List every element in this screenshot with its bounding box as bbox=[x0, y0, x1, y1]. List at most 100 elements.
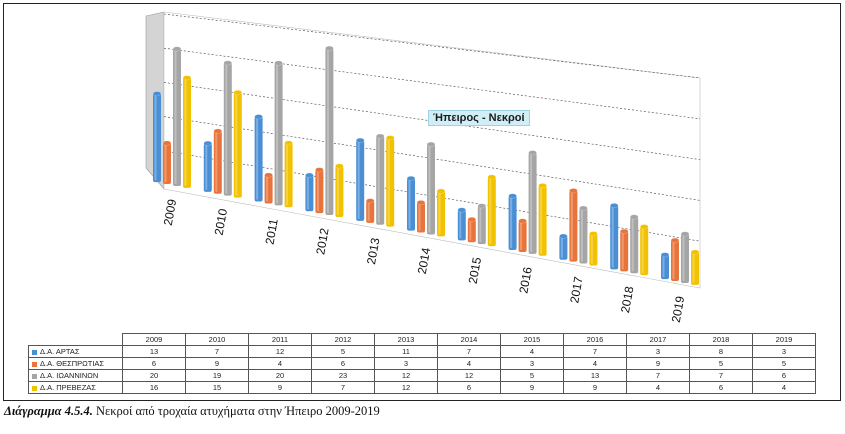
x-tick-label: 2015 bbox=[466, 256, 484, 285]
table-row: Δ.Α. ΘΕΣΠΡΩΤΙΑΣ 6 9 4 6 3 4 3 4 9 5 5 bbox=[28, 357, 816, 370]
bar-highlight bbox=[590, 235, 593, 264]
table-year-header: 2014 bbox=[437, 333, 501, 346]
bar-body bbox=[315, 169, 324, 214]
bar-cap bbox=[254, 114, 263, 120]
bar bbox=[355, 137, 365, 221]
table-year-header: 2015 bbox=[500, 333, 564, 346]
x-tick-label: 2017 bbox=[567, 275, 585, 304]
bar-cap bbox=[508, 193, 517, 199]
bar bbox=[680, 231, 690, 283]
x-tick-label: 2009 bbox=[161, 198, 179, 227]
bar-cap bbox=[203, 140, 213, 146]
bar-body bbox=[559, 236, 568, 260]
table-cell: 9 bbox=[185, 357, 249, 370]
bar bbox=[233, 89, 243, 198]
bar-highlight bbox=[611, 207, 614, 268]
chart-bars bbox=[152, 45, 700, 285]
bar-highlight bbox=[520, 222, 523, 250]
bar-highlight bbox=[266, 177, 269, 202]
x-tick-label: 2012 bbox=[313, 227, 331, 256]
chart-gridline bbox=[163, 116, 701, 201]
bar-body bbox=[173, 48, 181, 186]
table-header-row: 2009 2010 2011 2012 2013 2014 2015 2016 2017 2018… bbox=[29, 333, 816, 346]
bar-cap bbox=[385, 135, 395, 141]
bar-body bbox=[681, 233, 689, 283]
bar bbox=[518, 218, 527, 252]
bar bbox=[487, 174, 497, 247]
bar-highlight bbox=[540, 187, 543, 254]
x-tick-label: 2016 bbox=[516, 266, 534, 295]
bar-cap bbox=[660, 252, 670, 258]
bar-body bbox=[487, 177, 496, 247]
bar bbox=[264, 172, 273, 204]
bar bbox=[152, 91, 162, 183]
table-cell: 5 bbox=[689, 357, 753, 370]
bar-body bbox=[671, 240, 679, 282]
table-cell: 16 bbox=[122, 381, 186, 394]
bar-highlight bbox=[326, 50, 329, 214]
bar-highlight bbox=[357, 142, 360, 219]
bar-highlight bbox=[387, 139, 390, 225]
table-cell: 13 bbox=[122, 345, 186, 358]
table-row-label: Δ.Α. ΠΡΕΒΕΖΑΣ bbox=[28, 381, 123, 394]
bar-highlight bbox=[235, 94, 238, 196]
bar-cap bbox=[305, 172, 314, 178]
bar-body bbox=[661, 254, 669, 280]
bar-highlight bbox=[469, 221, 472, 241]
bar-highlight bbox=[205, 145, 208, 190]
bar-highlight bbox=[225, 64, 228, 194]
x-tick-label: 2010 bbox=[212, 207, 230, 236]
bar bbox=[508, 193, 517, 251]
bar-body bbox=[417, 202, 425, 233]
bar-highlight bbox=[621, 233, 624, 270]
bar-cap bbox=[569, 188, 578, 194]
bar-highlight bbox=[286, 144, 289, 206]
table-cell: 4 bbox=[752, 381, 816, 394]
bar bbox=[375, 133, 385, 225]
bar-highlight bbox=[154, 95, 157, 181]
table-cell: 3 bbox=[752, 345, 816, 358]
bar-highlight bbox=[256, 118, 259, 200]
bar-cap bbox=[375, 133, 385, 139]
legend-key-icon bbox=[32, 361, 37, 367]
bar-body bbox=[264, 175, 273, 204]
table-cell: 12 bbox=[374, 381, 438, 394]
legend-key-icon bbox=[32, 349, 37, 355]
bar-highlight bbox=[662, 256, 665, 278]
table-year-header: 2009 bbox=[122, 333, 186, 346]
bar bbox=[325, 45, 334, 216]
table-cell: 12 bbox=[437, 369, 501, 382]
table-cell: 11 bbox=[374, 345, 438, 358]
bar-highlight bbox=[580, 210, 583, 262]
bar-highlight bbox=[672, 242, 675, 280]
bar-body bbox=[437, 191, 445, 237]
bar-cap bbox=[335, 163, 344, 169]
caption-label: Διάγραμμα 4.5.4. bbox=[4, 404, 93, 418]
x-tick-label: 2018 bbox=[618, 285, 636, 314]
bar-cap bbox=[487, 174, 497, 180]
bar-body bbox=[630, 216, 639, 274]
bar-cap bbox=[172, 46, 182, 52]
table-year-header: 2017 bbox=[626, 333, 690, 346]
bar bbox=[589, 231, 598, 266]
bar-body bbox=[183, 77, 191, 188]
bar bbox=[569, 188, 578, 262]
table-cell: 9 bbox=[248, 381, 312, 394]
bar bbox=[203, 140, 213, 192]
table-cell: 4 bbox=[437, 357, 501, 370]
bar-body bbox=[477, 205, 486, 245]
legend-label: Δ.Α. ΠΡΕΒΕΖΑΣ bbox=[40, 383, 96, 392]
bar bbox=[426, 141, 436, 235]
bar-body bbox=[569, 190, 578, 262]
bar bbox=[284, 140, 293, 208]
bar-body bbox=[427, 144, 435, 235]
bar-cap bbox=[365, 198, 375, 204]
bar bbox=[660, 252, 670, 280]
bar bbox=[274, 60, 283, 206]
table-cell: 7 bbox=[626, 369, 690, 382]
bar-cap bbox=[579, 205, 588, 211]
table-cell: 3 bbox=[374, 357, 438, 370]
bar-cap bbox=[629, 214, 639, 220]
caption-text: Νεκροί από τροχαία ατυχήματα στην Ήπειρο… bbox=[92, 404, 380, 418]
